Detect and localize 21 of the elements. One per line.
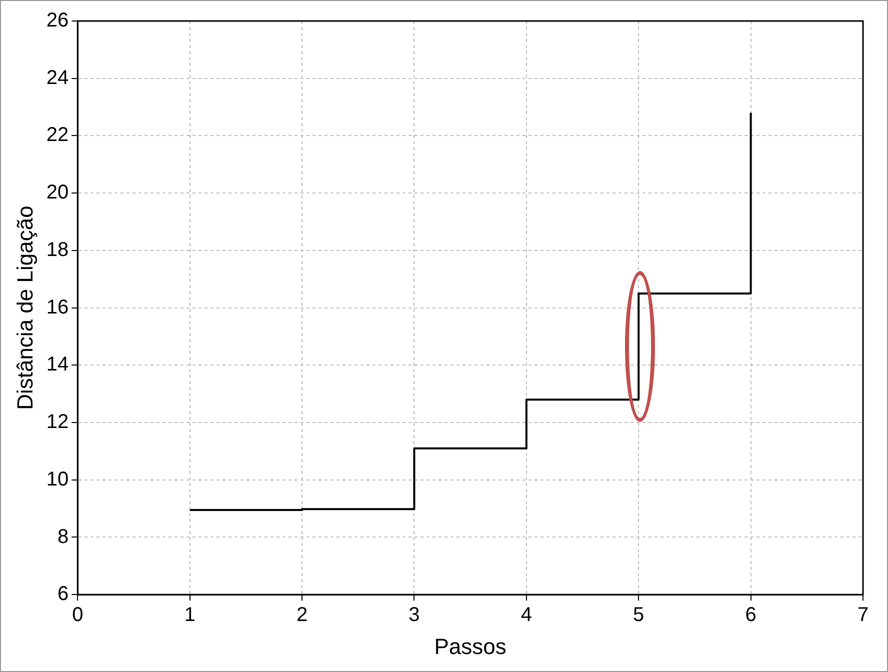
x-tick-label: 0 (72, 604, 84, 626)
x-tick-label: 3 (408, 604, 420, 626)
x-tick-label: 2 (296, 604, 308, 626)
y-tick-label: 6 (58, 583, 69, 606)
x-tick-label: 5 (633, 604, 644, 626)
y-tick-label: 8 (58, 526, 69, 548)
x-tick-label: 4 (520, 604, 532, 626)
y-tick-label: 26 (46, 10, 69, 32)
y-tick-label: 14 (46, 354, 69, 376)
x-axis-title: Passos (434, 634, 506, 659)
x-tick-label: 7 (857, 604, 869, 626)
y-tick-label: 16 (46, 296, 69, 318)
y-tick-label: 20 (46, 182, 69, 204)
x-tick-label: 6 (745, 604, 756, 626)
y-tick-label: 18 (46, 238, 69, 261)
y-tick-label: 10 (46, 468, 69, 490)
y-tick-label: 22 (46, 124, 69, 146)
x-tick-label: 1 (184, 604, 196, 626)
y-tick-label: 12 (46, 411, 69, 434)
y-axis-title: Distância de Ligação (12, 206, 38, 410)
y-tick-label: 24 (46, 66, 69, 89)
